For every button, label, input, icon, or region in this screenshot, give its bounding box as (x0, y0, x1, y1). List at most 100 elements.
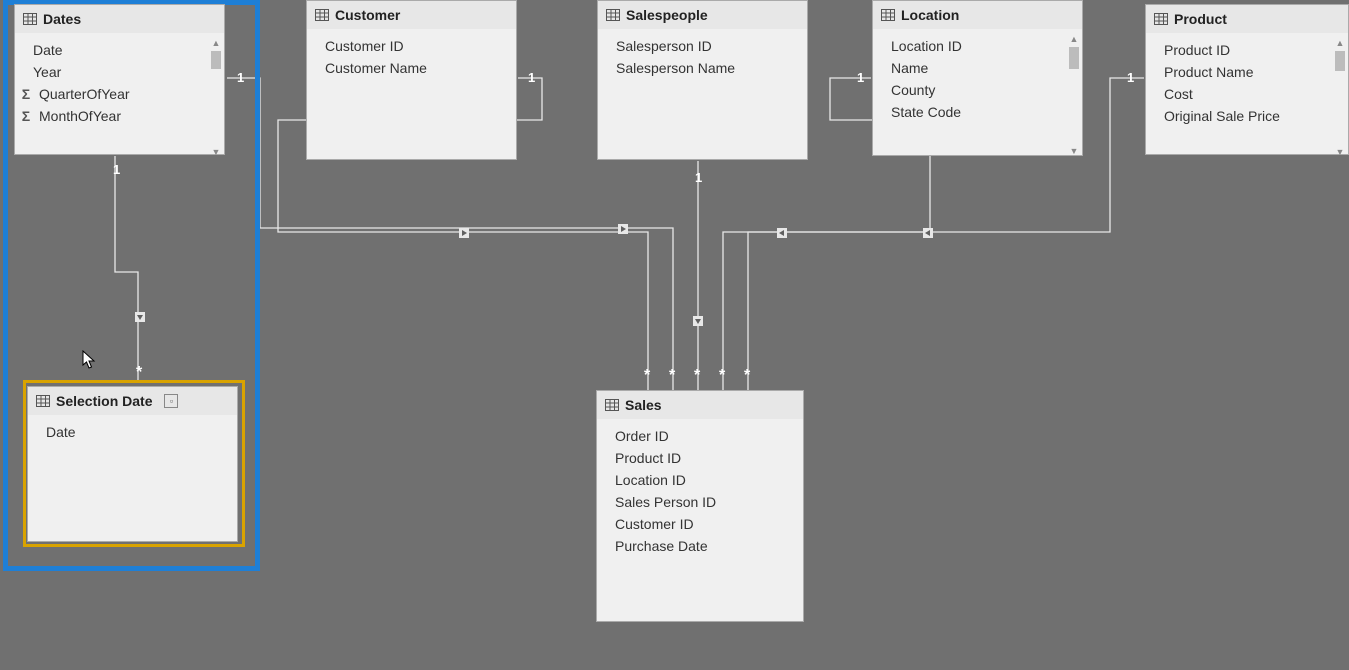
table-product[interactable]: Product Product ID Product Name Cost Origina… (1145, 4, 1349, 155)
field-label: Cost (1164, 86, 1193, 102)
table-title: Salespeople (626, 7, 708, 23)
field-label: Original Sale Price (1164, 108, 1280, 124)
field-row[interactable]: ΣMonthOfYear (15, 105, 224, 127)
field-row[interactable]: County (873, 79, 1082, 101)
scrollbar[interactable]: ▲▼ (1334, 37, 1346, 158)
table-body: Location IDNameCountyState Code▲▼ (873, 29, 1082, 161)
cardinality-one: 1 (857, 70, 864, 85)
field-row[interactable]: Date (28, 421, 237, 443)
filter-direction-arrow-icon (135, 312, 145, 322)
table-body: Date (28, 415, 237, 547)
table-icon (36, 395, 50, 407)
field-label: QuarterOfYear (39, 86, 130, 102)
table-title: Product (1174, 11, 1227, 27)
cardinality-many: * (719, 367, 725, 385)
field-label: Date (46, 424, 76, 440)
table-customer[interactable]: Customer Customer ID Customer Name (306, 0, 517, 160)
field-row[interactable]: Location ID (873, 35, 1082, 57)
table-dates[interactable]: DatesDateYearΣQuarterOfYearΣMonthOfYear▲… (14, 4, 225, 155)
field-label: Product Name (1164, 64, 1253, 80)
filter-direction-arrow-icon (693, 316, 703, 326)
field-label: Purchase Date (615, 538, 708, 551)
field-row[interactable]: Cost (1146, 83, 1348, 105)
table-location[interactable]: Location Location ID Name County State Code ▲… (872, 0, 1083, 156)
field-label: Year (33, 64, 61, 80)
filter-direction-arrow-icon (618, 224, 628, 234)
table-title: Customer (335, 7, 400, 23)
table-header[interactable]: Sales (597, 391, 803, 419)
field-label: Sales Person ID (615, 494, 716, 510)
table-header[interactable]: Customer (307, 1, 516, 29)
table-salespeople[interactable]: Salespeople Salesperson ID Salesperson Nam… (597, 0, 808, 160)
scroll-down-icon[interactable]: ▼ (210, 146, 222, 158)
field-row[interactable]: Customer ID (597, 513, 803, 535)
table-header[interactable]: Location (873, 1, 1082, 29)
table-selection_date[interactable]: Selection Date ▫ Date (27, 386, 238, 542)
cardinality-many: * (644, 367, 650, 385)
field-label: Customer ID (615, 516, 694, 532)
field-row[interactable]: Product ID (597, 447, 803, 469)
scroll-down-icon[interactable]: ▼ (1068, 145, 1080, 157)
filter-direction-arrow-icon (923, 228, 933, 238)
calculated-table-icon: ▫ (164, 394, 178, 408)
field-label: Customer Name (325, 60, 427, 76)
table-icon (315, 9, 329, 21)
table-icon (881, 9, 895, 21)
cardinality-many: * (669, 367, 675, 385)
cardinality-one: 1 (1127, 70, 1134, 85)
scrollbar[interactable]: ▲▼ (210, 37, 222, 158)
table-title: Sales (625, 397, 662, 413)
filter-direction-arrow-icon (777, 228, 787, 238)
scroll-down-icon[interactable]: ▼ (1334, 146, 1346, 158)
cardinality-one: 1 (237, 70, 244, 85)
field-row[interactable]: Date (15, 39, 224, 61)
field-row[interactable]: State Code (873, 101, 1082, 123)
relationship-line[interactable] (115, 156, 138, 382)
cardinality-one: 1 (113, 162, 120, 177)
scroll-thumb[interactable] (211, 51, 221, 69)
field-row[interactable]: ΣQuarterOfYear (15, 83, 224, 105)
field-label: State Code (891, 104, 961, 120)
field-row[interactable]: Product Name (1146, 61, 1348, 83)
field-label: Salesperson Name (616, 60, 735, 76)
scroll-thumb[interactable] (1335, 51, 1345, 71)
field-row[interactable]: Name (873, 57, 1082, 79)
scroll-up-icon[interactable]: ▲ (210, 37, 222, 49)
scroll-up-icon[interactable]: ▲ (1068, 33, 1080, 45)
field-row[interactable]: Salesperson ID (598, 35, 807, 57)
field-row[interactable]: Customer Name (307, 57, 516, 79)
cardinality-one: 1 (528, 70, 535, 85)
scrollbar[interactable]: ▲▼ (1068, 33, 1080, 157)
table-header[interactable]: Product (1146, 5, 1348, 33)
field-row[interactable]: Salesperson Name (598, 57, 807, 79)
field-row[interactable]: Product ID (1146, 39, 1348, 61)
scroll-up-icon[interactable]: ▲ (1334, 37, 1346, 49)
cardinality-many: * (744, 367, 750, 385)
field-row[interactable]: Purchase Date (597, 535, 803, 551)
table-header[interactable]: Selection Date ▫ (28, 387, 237, 415)
field-label: County (891, 82, 935, 98)
scroll-thumb[interactable] (1069, 47, 1079, 69)
filter-direction-arrow-icon (459, 228, 469, 238)
field-row[interactable]: Original Sale Price (1146, 105, 1348, 127)
field-row[interactable]: Year (15, 61, 224, 83)
field-row[interactable]: Customer ID (307, 35, 516, 57)
field-row[interactable]: Location ID (597, 469, 803, 491)
table-title: Selection Date (56, 393, 152, 409)
field-label: Salesperson ID (616, 38, 712, 54)
field-label: Location ID (891, 38, 962, 54)
cardinality-many: * (136, 364, 142, 382)
cardinality-one: 1 (695, 170, 702, 185)
field-row[interactable]: Order ID (597, 425, 803, 447)
table-sales[interactable]: Sales Order ID Product ID Location ID Sales … (596, 390, 804, 622)
table-icon (605, 399, 619, 411)
cardinality-many: * (694, 367, 700, 385)
table-header[interactable]: Salespeople (598, 1, 807, 29)
table-body: Product ID Product Name Cost Original Sale … (1146, 33, 1348, 162)
field-row[interactable]: Sales Person ID (597, 491, 803, 513)
table-title: Dates (43, 11, 81, 27)
table-title: Location (901, 7, 959, 23)
table-icon (606, 9, 620, 21)
table-header[interactable]: Dates (15, 5, 224, 33)
field-label: Product ID (615, 450, 681, 466)
